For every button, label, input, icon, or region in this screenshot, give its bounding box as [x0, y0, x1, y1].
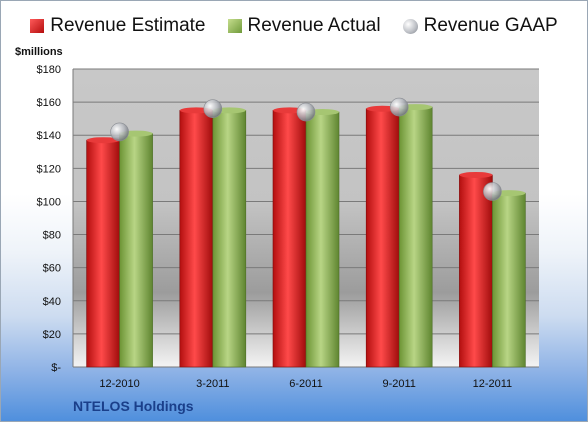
legend-label-actual: Revenue Actual — [247, 15, 381, 36]
bar-revenue-actual — [492, 192, 526, 368]
bar-revenue-estimate — [86, 139, 120, 368]
legend-swatch-actual — [227, 19, 242, 33]
y-tick-label: $80 — [43, 230, 61, 242]
legend-label-estimate: Revenue Estimate — [50, 15, 206, 36]
legend-label-gaap: Revenue GAAP — [423, 15, 558, 36]
y-tick-label: $140 — [37, 130, 61, 142]
company-name: NTELOS Holdings — [73, 398, 194, 414]
x-tick-label: 6-2011 — [289, 378, 322, 390]
legend-item-actual: Revenue Actual — [227, 15, 381, 37]
legend-item-gaap: Revenue GAAP — [402, 15, 558, 37]
legend-swatch-estimate — [30, 19, 45, 33]
bar-revenue-actual — [119, 133, 153, 368]
point-revenue-gaap — [483, 182, 502, 201]
x-tick-label: 12-2010 — [99, 378, 139, 390]
y-tick-label: $180 — [37, 64, 61, 76]
x-tick-label: 12-2011 — [473, 378, 513, 390]
point-revenue-gaap — [110, 122, 129, 142]
bar-revenue-actual — [212, 110, 247, 368]
x-tick-labels: 12-2010 3-2011 6-2011 9-2011 12-2011 — [99, 378, 512, 390]
y-tick-label: $160 — [37, 97, 61, 109]
y-tick-labels: $- $20 $40 $60 $80 $100 $120 $140 $160 $180 — [37, 64, 62, 374]
bars — [86, 104, 526, 368]
y-tick-label: $100 — [37, 196, 61, 208]
point-revenue-gaap — [203, 99, 223, 119]
bar-revenue-actual — [398, 106, 433, 368]
bar-top-revenue-estimate — [459, 171, 493, 178]
legend-item-estimate: Revenue Estimate — [30, 15, 206, 37]
y-tick-label: $40 — [43, 296, 61, 308]
bar-revenue-estimate — [179, 110, 214, 368]
bar-top-revenue-estimate — [86, 137, 120, 144]
legend: Revenue Estimate Revenue Actual Revenue … — [1, 15, 587, 37]
y-axis-unit-label: $millions — [15, 46, 63, 58]
legend-swatch-gaap — [402, 18, 418, 34]
x-tick-label: 3-2011 — [196, 378, 229, 390]
point-revenue-gaap — [296, 102, 316, 122]
bar-revenue-estimate — [459, 174, 493, 368]
x-tick-label: 9-2011 — [382, 378, 415, 390]
y-tick-label: $120 — [37, 163, 61, 175]
bar-revenue-actual — [305, 111, 340, 368]
bar-revenue-estimate — [365, 108, 400, 368]
point-revenue-gaap — [389, 97, 409, 117]
bar-revenue-estimate — [272, 110, 307, 368]
y-tick-label: $20 — [43, 329, 61, 341]
gaap-points — [110, 97, 502, 201]
y-tick-label: $60 — [43, 263, 61, 275]
y-tick-label: $- — [51, 362, 61, 374]
